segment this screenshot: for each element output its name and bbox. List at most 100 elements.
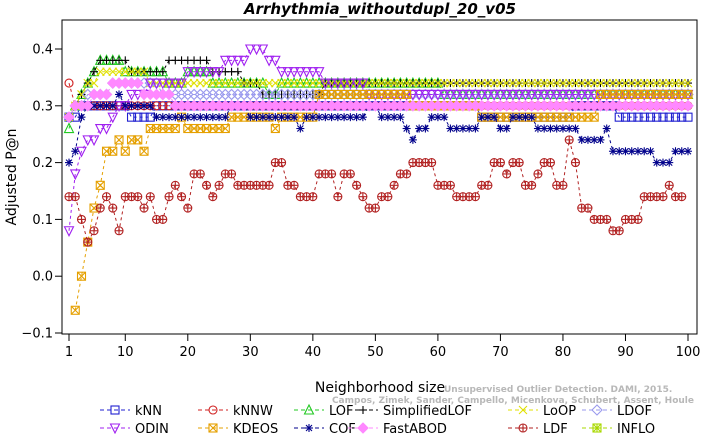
data-point-cof [546,124,555,133]
series-cof [65,90,692,167]
data-point-odin [338,78,350,90]
data-point-loop [458,78,468,88]
data-point-odin [163,78,175,90]
data-point-odin [463,89,475,101]
data-point-loop [83,78,93,88]
data-point-odin [332,78,344,90]
data-point-cof [671,147,680,156]
data-point-ldf [158,214,168,224]
legend-label: KDEOS [233,422,278,434]
data-point-odin [357,78,369,90]
data-point-odin [526,89,538,101]
data-point-ldf [664,180,674,190]
data-point-odin [501,89,513,101]
data-point-ldf [602,214,612,224]
data-point-loop [270,78,280,88]
data-point-kdeos [139,146,149,156]
data-point-cof [596,135,605,144]
data-point-loop [577,78,587,88]
data-point-knn [614,112,624,122]
data-point-odin [176,78,187,90]
data-point-ldf [445,180,455,190]
data-point-loop [652,78,662,88]
data-point-fastabod [163,88,175,101]
data-point-odin [257,44,269,56]
data-point-loop [202,78,211,88]
data-point-knn [658,112,668,122]
data-point-loop [677,78,687,88]
data-point-odin [276,67,287,78]
y-axis: −0.1 0.0 0.1 0.2 0.3 0.4 [21,43,63,342]
data-point-kdeos [114,135,124,145]
data-point-cof [165,113,174,122]
data-point-loop [264,78,274,88]
data-point-odin [219,55,231,67]
data-point-cof [408,135,417,144]
data-point-ldf [545,158,555,168]
data-point-loop [239,78,249,88]
data-point-odin [513,89,525,101]
legend-label: INFLO [617,422,655,434]
data-point-ldf [633,214,643,224]
data-point-lof [307,76,319,88]
data-point-cof [208,113,217,122]
data-point-odin [76,146,87,158]
data-point-cof [458,124,467,133]
data-point-odin [438,89,450,101]
data-point-loop [195,78,205,88]
data-point-odin [426,89,438,101]
data-point-loop [114,67,124,77]
legend: kNN kNNW LOF SimplifiedLOF LoOP LDOF ODIN KDEOS… [100,403,655,434]
legend-label: COF [329,422,356,434]
data-point-cof [115,90,124,99]
data-point-ldf [114,226,124,236]
data-point-cof [508,113,517,122]
data-point-lof [63,122,75,134]
data-point-odin [476,89,488,101]
data-point-kdeos [120,146,130,156]
data-point-cof [646,147,655,156]
data-point-knn [126,112,137,122]
data-point-knn [620,112,631,122]
data-point-loop [533,78,543,88]
data-point-odin [232,55,244,67]
data-point-odin [470,89,481,101]
data-point-simplifiedlof [90,67,99,76]
data-point-knn [652,112,662,122]
data-point-loop [108,67,118,77]
data-point-ldf [170,180,180,190]
data-point-odin [151,78,162,90]
data-point-odin [351,78,363,90]
y-tick-label: 0.1 [32,213,53,228]
legend-label: kNNW [233,404,273,419]
data-point-cof [421,124,430,133]
data-point-simplifiedlof [158,67,167,76]
data-point-odin [188,67,200,78]
legend-marker-cof [305,424,313,432]
data-point-loop [308,78,318,88]
data-point-loop [95,67,105,77]
data-point-odin [194,67,206,78]
data-point-kdeos [402,89,412,99]
data-point-ldf [108,203,118,213]
data-point-cof [433,113,442,122]
data-point-cof [402,124,411,133]
data-point-odin [69,169,81,181]
data-point-odin [420,89,431,101]
data-point-kdeos [70,305,80,315]
data-point-knn [683,112,693,122]
data-point-loop [508,78,518,88]
data-point-odin [432,89,444,101]
data-point-cof [490,113,499,122]
series-line-loop [68,71,688,118]
data-point-loop [589,78,599,88]
x-tick-label: 60 [430,345,447,360]
data-point-loop [89,78,99,88]
data-point-ldf [495,158,505,168]
data-point-loop [646,78,655,88]
data-point-cof [652,158,661,167]
data-point-loop [658,78,668,88]
data-point-loop [102,67,111,77]
data-point-loop [252,78,261,88]
data-point-odin [313,67,325,78]
